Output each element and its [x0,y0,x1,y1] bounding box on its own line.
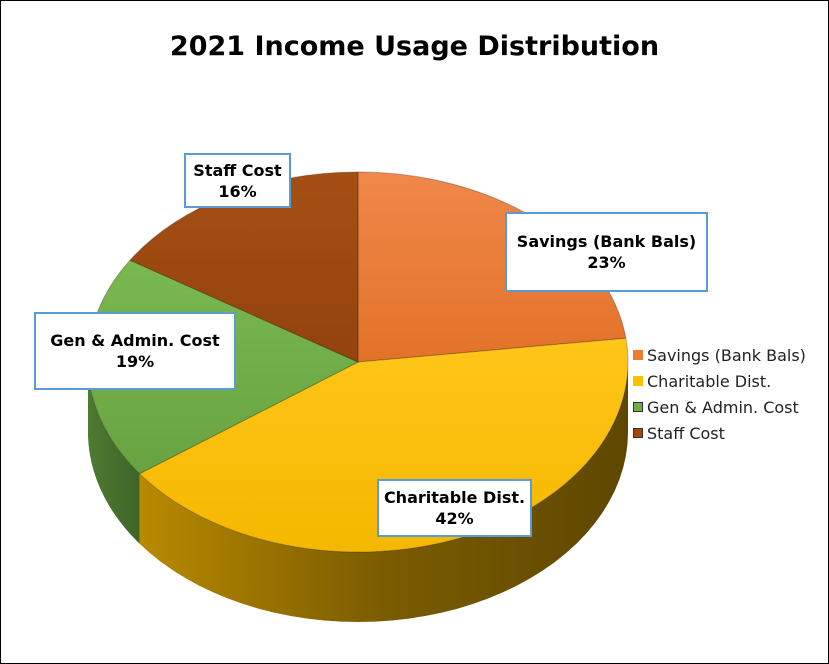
data-label-value: 16% [218,181,257,201]
data-label-category: Gen & Admin. Cost [50,331,220,350]
pie-side-charitable-dist [139,362,628,622]
data-label-value: 23% [587,253,626,272]
legend-item-gen-admin-cost: Gen & Admin. Cost [633,394,806,420]
data-label-category: Savings (Bank Bals) [516,232,697,251]
legend-swatch [633,350,643,360]
data-label-gen-admin-cost: Gen & Admin. Cost 19% [34,312,236,390]
legend-label: Savings (Bank Bals) [647,345,806,365]
legend-swatch [633,428,643,438]
legend-swatch [633,402,643,412]
legend-label: Charitable Dist. [647,371,772,391]
chart-title: 2021 Income Usage Distribution [169,31,660,62]
legend-label: Staff Cost [647,423,725,443]
legend: Savings (Bank Bals) Charitable Dist. Gen &… [633,342,806,446]
legend-item-savings-bank-bals: Savings (Bank Bals) [633,342,806,368]
pie-side-gen-admin-cost [88,362,140,544]
data-label-category: Staff Cost [193,160,282,180]
data-label-value: 19% [115,352,155,371]
data-label-value: 42% [435,509,474,528]
legend-item-staff-cost: Staff Cost [633,420,806,446]
data-label-savings-bank-bals: Savings (Bank Bals) 23% [505,212,708,292]
data-label-charitable-dist: Charitable Dist. 42% [377,479,532,537]
pie-sides [88,362,628,622]
legend-item-charitable-dist: Charitable Dist. [633,368,806,394]
data-label-category: Charitable Dist. [383,488,526,507]
legend-label: Gen & Admin. Cost [647,397,799,417]
legend-swatch [633,376,643,386]
data-label-staff-cost: Staff Cost 16% [184,153,291,208]
